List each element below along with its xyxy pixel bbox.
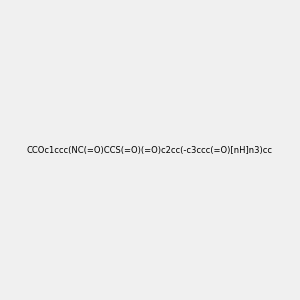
- Text: CCOc1ccc(NC(=O)CCS(=O)(=O)c2cc(-c3ccc(=O)[nH]n3)cc: CCOc1ccc(NC(=O)CCS(=O)(=O)c2cc(-c3ccc(=O…: [27, 146, 273, 154]
